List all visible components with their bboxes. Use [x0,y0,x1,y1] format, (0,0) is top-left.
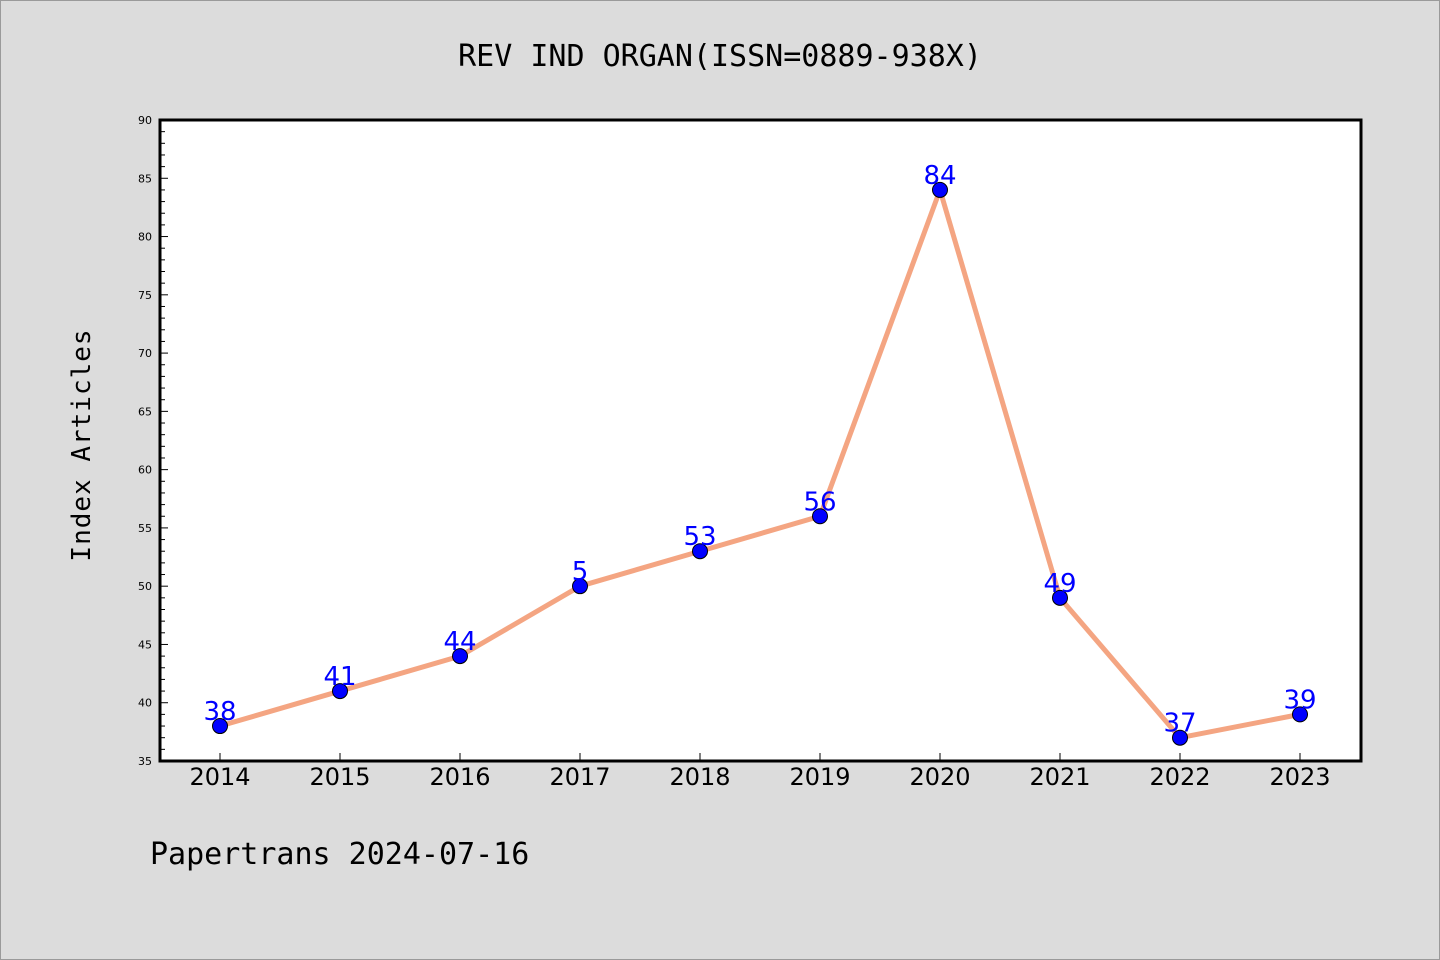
y-tick-label: 50 [138,580,152,593]
y-tick-label: 75 [138,289,152,302]
data-label: 39 [1283,685,1316,715]
data-label: 41 [323,662,356,692]
data-point [1172,729,1188,746]
y-tick-label: 80 [138,231,152,244]
y-axis: 35 40 45 50 55 60 65 70 75 80 85 90 [138,114,168,768]
x-tick-label: 2015 [309,763,370,791]
data-point [572,578,588,595]
chart-title: REV IND ORGAN(ISSN=0889-938X) [458,39,982,74]
data-label: 44 [443,627,476,657]
plot-area [158,118,1363,763]
x-axis: 2014 2015 2016 2017 2018 2019 2020 2021 2022 2023 [189,753,1331,791]
x-tick-label: 2017 [549,763,610,791]
x-tick-label: 2018 [669,763,730,791]
data-label: 49 [1043,569,1076,599]
x-tick-label: 2019 [789,763,850,791]
data-point [212,718,228,735]
series-index-articles: 38 41 44 5 53 56 84 49 37 39 [203,161,1317,746]
data-point [332,683,348,700]
footer-credit: Papertrans 2024-07-16 [150,837,529,872]
data-point [692,543,708,560]
y-tick-label: 55 [138,522,152,535]
x-tick-label: 2014 [189,763,250,791]
data-label: 56 [803,487,836,517]
x-tick-label: 2023 [1269,763,1330,791]
data-label: 84 [923,161,956,191]
y-tick-label: 65 [138,405,152,418]
data-label: 53 [683,522,716,552]
data-label: 37 [1163,709,1196,739]
x-tick-label: 2022 [1149,763,1210,791]
data-point [932,181,948,198]
y-axis-label: Index Articles [67,328,97,561]
y-tick-label: 90 [138,114,152,127]
data-point [812,508,828,525]
y-tick-label: 60 [138,464,152,477]
y-tick-label: 40 [138,697,152,710]
y-tick-label: 45 [138,638,152,651]
series-line [217,187,1303,741]
data-point [1052,589,1068,606]
x-tick-label: 2020 [909,763,970,791]
data-label: 5 [572,557,589,587]
y-tick-label: 70 [138,347,152,360]
y-tick-label: 85 [138,172,152,185]
data-point [1292,706,1308,723]
data-point [452,648,468,665]
x-tick-label: 2016 [429,763,490,791]
x-tick-label: 2021 [1029,763,1090,791]
data-label: 38 [203,697,236,727]
y-tick-label: 35 [138,755,152,768]
